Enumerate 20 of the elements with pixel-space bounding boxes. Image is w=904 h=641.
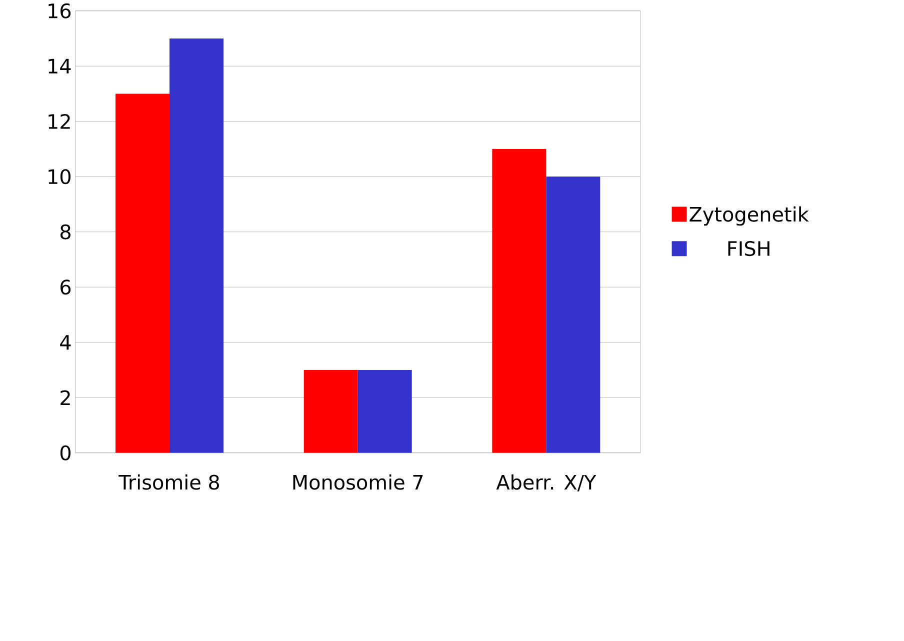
- bar: [492, 149, 546, 453]
- y-tick-label: 6: [60, 280, 71, 295]
- y-tick-label: 8: [60, 224, 70, 240]
- legend-label: Zytogenetik: [690, 206, 809, 226]
- x-tick-label: Trisomie 8: [118, 474, 220, 490]
- bar: [304, 370, 358, 453]
- bar: [358, 370, 412, 453]
- y-tick-label: 10: [48, 169, 70, 184]
- y-tick-label: 0: [60, 445, 71, 461]
- y-tick-label: 12: [48, 114, 70, 129]
- bar: [170, 38, 224, 453]
- y-tick-label: 4: [60, 335, 71, 350]
- x-tick-label: Aberr. X/Y: [496, 474, 596, 492]
- legend-label: FISH: [728, 241, 770, 256]
- bar: [546, 176, 600, 453]
- y-tick-label: 14: [48, 58, 71, 74]
- bar: [116, 94, 170, 453]
- x-tick-label: Monosomie 7: [293, 474, 423, 490]
- y-tick-label: 16: [48, 3, 71, 19]
- y-tick-label: 2: [60, 390, 70, 406]
